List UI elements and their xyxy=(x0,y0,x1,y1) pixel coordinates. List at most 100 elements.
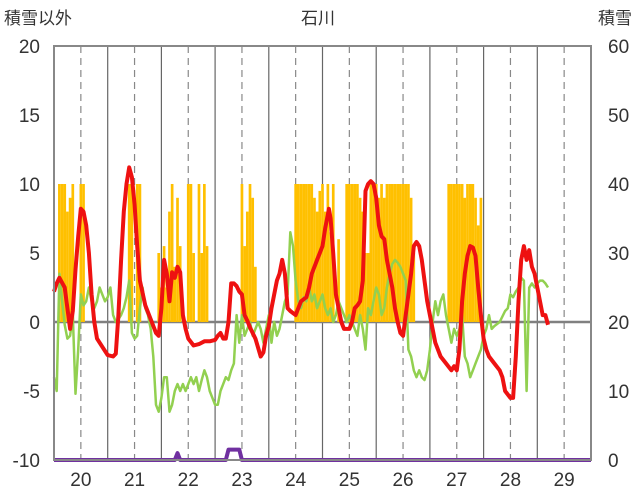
precipitation-bar xyxy=(407,184,410,322)
precipitation-bar xyxy=(240,184,244,322)
precipitation-bar xyxy=(358,197,362,322)
precipitation-bar xyxy=(396,184,400,322)
precipitation-bar xyxy=(388,184,391,322)
x-tick-label: 23 xyxy=(231,470,252,491)
precipitation-bar xyxy=(205,246,209,322)
precipitation-bar xyxy=(82,184,85,322)
precipitation-bar xyxy=(372,184,375,322)
precipitation-bar xyxy=(66,211,69,322)
precipitation-bar xyxy=(130,184,134,322)
precipitation-bar xyxy=(251,197,255,322)
snow-depth-line xyxy=(54,447,591,462)
precipitation-bar xyxy=(353,184,357,322)
right-axis-label: 積雪 xyxy=(598,9,632,29)
left-tick-label: -10 xyxy=(13,451,40,472)
precipitation-bar xyxy=(404,184,408,322)
precipitation-bar xyxy=(58,184,61,322)
x-tick-label: 20 xyxy=(70,470,91,491)
precipitation-bar xyxy=(377,197,381,322)
precipitation-bar xyxy=(393,184,397,322)
precipitation-bar xyxy=(248,184,252,322)
chart-title: 石川 xyxy=(301,9,335,29)
precipitation-bar xyxy=(63,184,67,322)
x-tick-label: 27 xyxy=(446,470,467,491)
x-tick-label: 24 xyxy=(285,470,307,491)
precipitation-bar xyxy=(71,184,75,322)
precipitation-bar xyxy=(401,184,405,322)
precipitation-bar xyxy=(366,253,370,322)
precipitation-bar xyxy=(186,184,190,322)
precipitation-bar xyxy=(463,197,467,322)
precipitation-bar xyxy=(79,184,83,322)
precipitation-bar xyxy=(296,184,300,322)
left-tick-label: 10 xyxy=(19,175,40,196)
precipitation-bar xyxy=(168,211,171,322)
precipitation-bar xyxy=(165,287,169,322)
precipitation-bar xyxy=(460,184,464,322)
precipitation-bar xyxy=(243,246,246,322)
precipitation-bar xyxy=(170,184,174,322)
precipitation-bar xyxy=(189,184,193,322)
precipitation-bar xyxy=(382,197,386,322)
precipitation-bar xyxy=(447,184,451,322)
precipitation-bar xyxy=(350,184,354,322)
temperature-line xyxy=(52,165,550,400)
precipitation-bar xyxy=(254,266,257,322)
precipitation-bar xyxy=(452,184,456,322)
precipitation-bar xyxy=(157,253,161,322)
x-tick-label: 21 xyxy=(124,470,145,491)
precipitation-bar xyxy=(173,266,177,322)
precipitation-bar xyxy=(323,211,327,322)
precipitation-bar xyxy=(364,253,367,322)
precipitation-bar xyxy=(390,184,394,322)
left-tick-label: 5 xyxy=(29,244,40,265)
precipitation-bar xyxy=(380,184,383,322)
plot-area-frame xyxy=(53,45,592,461)
precipitation-bar xyxy=(369,184,373,322)
precipitation-bar xyxy=(138,184,142,322)
precipitation-bar xyxy=(305,184,308,322)
precipitation-bar xyxy=(200,253,204,322)
precipitation-bar xyxy=(479,197,483,322)
right-tick-label: 30 xyxy=(608,244,629,265)
precipitation-bar xyxy=(315,211,319,322)
precipitation-bar xyxy=(192,253,195,322)
precipitation-bar xyxy=(176,197,179,322)
precipitation-bar xyxy=(356,184,359,322)
x-tick-label: 29 xyxy=(554,470,575,491)
right-tick-label: 50 xyxy=(608,106,629,127)
left-axis-label: 積雪以外 xyxy=(4,9,72,29)
right-tick-label: 10 xyxy=(608,382,629,403)
axis-ticks: -10 -5 0 5 10 15 20 0 10 20 30 40 50 60 20 21 22 23 24 25 26… xyxy=(13,37,630,491)
precipitation-bar xyxy=(299,184,303,322)
precipitation-bar xyxy=(326,184,330,322)
precipitation-bar xyxy=(127,184,131,322)
precipitation-bar xyxy=(412,253,416,322)
x-tick-label: 26 xyxy=(392,470,413,491)
left-tick-label: 0 xyxy=(29,313,40,334)
precipitation-bar xyxy=(337,239,340,322)
precipitation-bar xyxy=(203,184,206,322)
precipitation-bar xyxy=(321,184,324,322)
x-tick-label: 28 xyxy=(500,470,521,491)
precipitation-bar xyxy=(294,184,297,322)
right-tick-label: 20 xyxy=(608,313,629,334)
precipitation-bar xyxy=(399,184,402,322)
precipitation-bar xyxy=(310,184,314,322)
precipitation-bar xyxy=(345,184,349,322)
left-tick-label: 20 xyxy=(19,37,40,58)
left-tick-label: 15 xyxy=(19,106,40,127)
left-tick-label: -5 xyxy=(23,382,40,403)
precipitation-bar xyxy=(197,184,201,322)
x-tick-label: 25 xyxy=(339,470,360,491)
precipitation-bar xyxy=(313,197,316,322)
series-lines xyxy=(52,165,591,462)
precipitation-bar xyxy=(329,232,332,322)
precipitation-bar xyxy=(374,184,378,322)
precipitation-bar xyxy=(450,184,453,322)
precipitation-bar xyxy=(68,197,72,322)
right-tick-label: 40 xyxy=(608,175,629,196)
precipitation-bar xyxy=(455,184,459,322)
right-tick-label: 0 xyxy=(608,451,619,472)
